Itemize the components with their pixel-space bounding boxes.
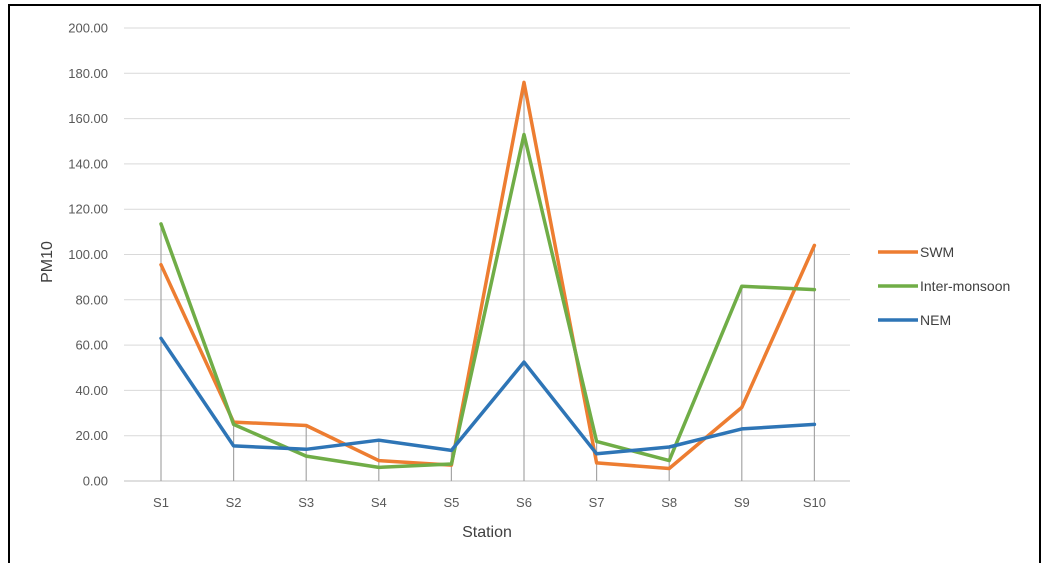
y-tick-label: 40.00 — [75, 383, 108, 398]
y-tick-label: 120.00 — [68, 202, 108, 217]
gridlines — [124, 27, 850, 482]
y-tick-label: 100.00 — [68, 247, 108, 262]
x-axis-ticks: S1 S2 S3 S4 S5 S6 S7 S8 S9 S10 — [153, 495, 826, 510]
series-line — [159, 132, 817, 470]
series-line — [159, 336, 817, 456]
y-tick-label: 80.00 — [75, 292, 108, 307]
x-tick-label: S1 — [153, 495, 169, 510]
x-tick-label: S8 — [661, 495, 677, 510]
x-tick-label: S6 — [516, 495, 532, 510]
x-tick-label: S5 — [443, 495, 459, 510]
y-axis-title: PM10 — [39, 241, 56, 283]
y-tick-label: 180.00 — [68, 66, 108, 81]
y-axis-ticks: 0.00 20.00 40.00 60.00 80.00 100.00 120.00 140.… — [68, 21, 108, 489]
y-tick-label: 160.00 — [68, 111, 108, 126]
y-tick-label: 140.00 — [68, 156, 108, 171]
y-tick-label: 20.00 — [75, 428, 108, 443]
y-tick-label: 0.00 — [83, 474, 108, 489]
legend: SWM Inter-monsoon NEM — [878, 244, 1010, 328]
legend-label: SWM — [920, 244, 954, 260]
series-line — [159, 80, 817, 471]
legend-label: NEM — [920, 312, 951, 328]
x-tick-label: S2 — [226, 495, 242, 510]
chart-frame — [8, 4, 1041, 563]
x-tick-label: S4 — [371, 495, 387, 510]
x-tick-label: S7 — [589, 495, 605, 510]
x-axis-title: Station — [462, 524, 512, 541]
series-lines — [159, 80, 817, 471]
x-tick-label: S10 — [803, 495, 826, 510]
drop-lines — [160, 82, 816, 481]
y-tick-label: 60.00 — [75, 338, 108, 353]
y-tick-label: 200.00 — [68, 21, 108, 36]
legend-label: Inter-monsoon — [920, 278, 1010, 294]
x-tick-label: S9 — [734, 495, 750, 510]
x-tick-label: S3 — [298, 495, 314, 510]
